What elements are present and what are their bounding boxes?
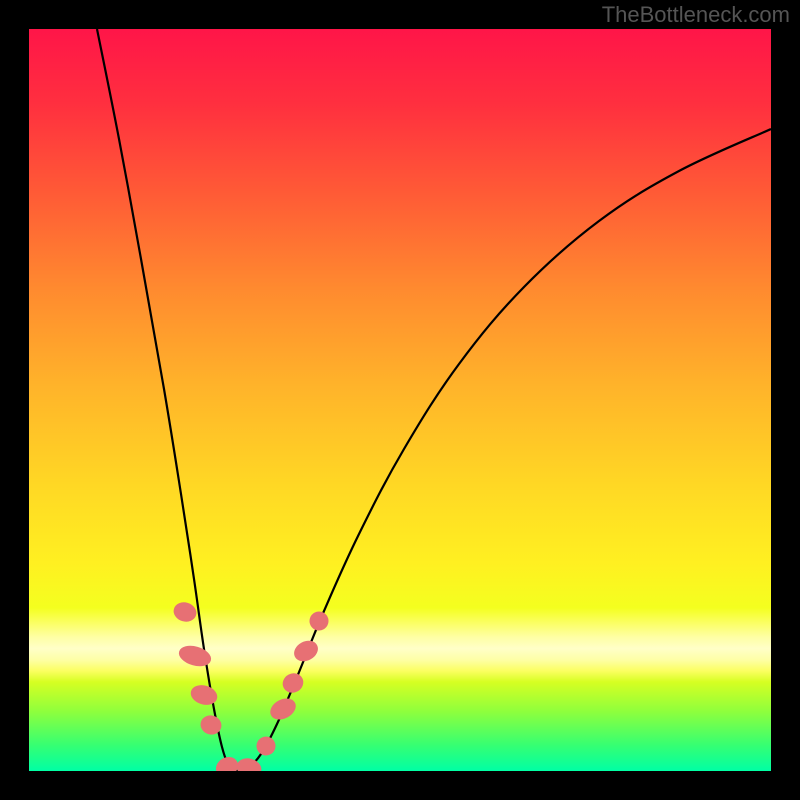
- marker-point: [189, 683, 219, 707]
- marker-point: [307, 609, 331, 633]
- marker-point: [254, 734, 279, 759]
- bottleneck-curve: [29, 29, 771, 771]
- marker-point: [172, 600, 198, 623]
- plot-area: [29, 29, 771, 771]
- curve-left-branch: [97, 29, 237, 771]
- watermark-text: TheBottleneck.com: [602, 2, 790, 28]
- marker-point: [291, 637, 321, 664]
- marker-point: [280, 670, 306, 695]
- chart-container: TheBottleneck.com: [0, 0, 800, 800]
- marker-point: [267, 695, 298, 723]
- marker-point: [213, 754, 241, 771]
- data-markers: [172, 600, 331, 771]
- curve-right-branch: [237, 129, 771, 771]
